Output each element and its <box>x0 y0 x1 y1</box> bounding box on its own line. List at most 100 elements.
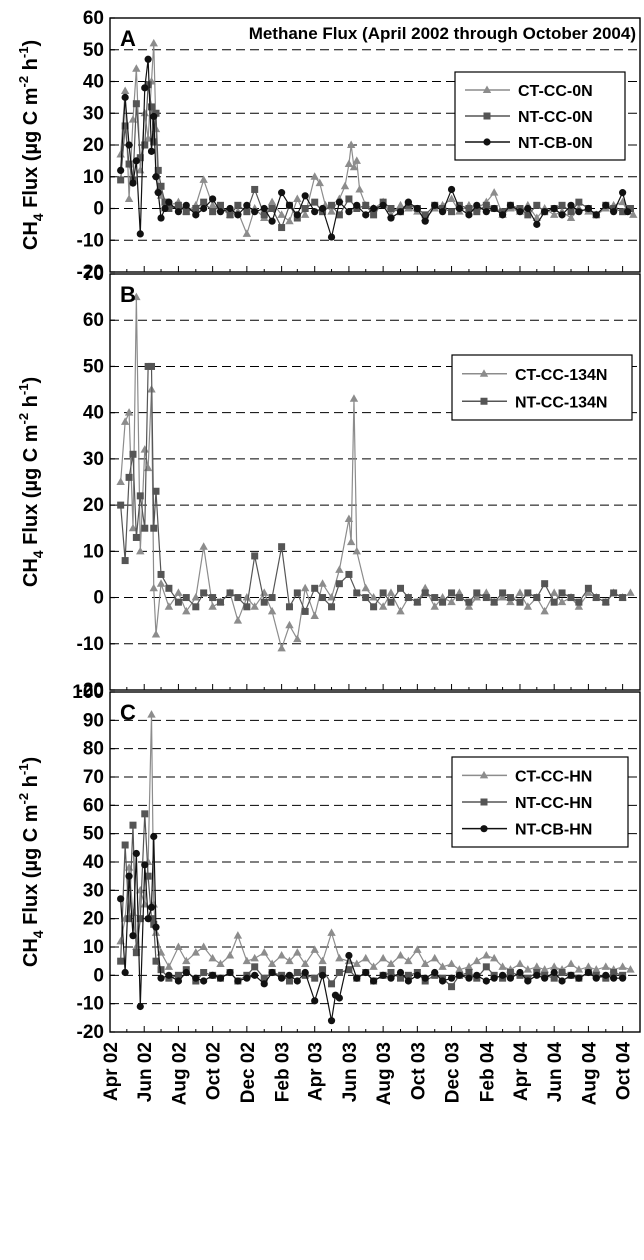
data-point <box>370 211 378 219</box>
y-axis-label-part: Flux ( <box>20 154 42 213</box>
data-point <box>208 953 217 962</box>
data-point <box>448 983 456 991</box>
data-point <box>243 974 251 982</box>
data-point <box>140 108 149 117</box>
data-point <box>420 959 430 967</box>
data-point <box>482 977 490 985</box>
data-point <box>216 201 224 209</box>
data-point <box>242 956 252 965</box>
data-point <box>601 962 610 970</box>
data-point <box>318 579 327 587</box>
data-point <box>242 229 252 237</box>
data-point <box>345 570 353 578</box>
data-point <box>533 220 541 228</box>
data-point <box>421 589 429 597</box>
y-tick-label: 20 <box>83 135 104 156</box>
data-point <box>250 953 259 962</box>
legend-item: CT-CC-HN <box>462 768 592 785</box>
data-point <box>120 86 130 95</box>
data-point <box>489 188 499 196</box>
data-point <box>132 64 141 72</box>
data-point <box>251 963 259 971</box>
y-axis-label-part: µg C m <box>20 87 42 154</box>
data-point <box>152 487 160 495</box>
data-point <box>370 603 378 611</box>
data-point <box>430 953 439 962</box>
series-nt-cc-134n <box>117 362 627 615</box>
data-point <box>558 969 566 976</box>
data-point <box>472 593 481 601</box>
data-point <box>558 211 566 219</box>
x-tick-label: Jun 04 <box>545 1042 566 1103</box>
data-point <box>396 951 405 959</box>
data-point <box>151 630 161 638</box>
y-tick-label: 30 <box>83 103 104 124</box>
data-point <box>558 201 566 209</box>
data-point <box>192 603 200 611</box>
data-point <box>328 603 336 611</box>
data-point <box>421 217 429 225</box>
data-point <box>327 1017 336 1025</box>
data-point <box>315 178 324 187</box>
y-axis-label-part: CH <box>20 221 42 250</box>
data-point <box>567 201 575 209</box>
data-point <box>143 463 153 472</box>
data-point <box>540 606 549 615</box>
data-point <box>278 543 286 551</box>
data-point <box>150 524 158 532</box>
data-point <box>147 147 156 155</box>
x-tick-label: Jun 02 <box>135 1042 156 1102</box>
data-point <box>174 598 182 606</box>
data-point <box>369 977 378 985</box>
data-point <box>200 969 208 976</box>
data-point <box>267 606 277 615</box>
data-point <box>234 977 242 985</box>
data-point <box>345 966 353 974</box>
legend-item: NT-CB-0N <box>465 135 593 152</box>
data-point <box>355 184 364 193</box>
data-point <box>396 968 405 977</box>
data-point <box>550 968 558 977</box>
y-axis-label-part: Flux ( <box>20 871 42 930</box>
data-point <box>362 968 370 977</box>
data-point <box>352 156 361 164</box>
data-point <box>125 160 133 168</box>
data-point <box>584 204 593 213</box>
data-point <box>192 205 200 212</box>
data-point <box>150 138 158 146</box>
data-point <box>379 589 387 597</box>
data-point <box>533 201 541 209</box>
data-point <box>584 968 593 977</box>
data-point <box>465 974 473 982</box>
data-point <box>278 974 286 982</box>
y-axis-label-part: h <box>20 775 42 793</box>
data-point <box>610 589 618 597</box>
plot-frame <box>109 17 641 273</box>
data-point <box>482 951 491 959</box>
data-point <box>141 524 149 532</box>
series-ct-cc-134n <box>116 292 635 652</box>
data-point <box>515 588 525 596</box>
data-point <box>144 55 152 63</box>
legend-marker <box>482 85 492 93</box>
data-point <box>174 588 183 596</box>
data-point <box>327 207 336 215</box>
data-point <box>584 588 593 596</box>
data-point <box>404 198 412 206</box>
panel-a: -20 -10 0 10 20 30 40 50 60 A Methane Flux (April … <box>16 8 641 283</box>
data-point <box>413 945 422 953</box>
data-point <box>448 589 456 597</box>
data-point <box>431 594 439 602</box>
data-point <box>268 217 276 225</box>
data-point <box>516 208 524 216</box>
data-point <box>164 602 174 610</box>
data-point <box>506 969 514 976</box>
data-point <box>300 583 310 592</box>
y-tick-label: 50 <box>83 40 104 61</box>
data-point <box>124 408 134 416</box>
data-point <box>301 968 309 977</box>
y-tick-label: 90 <box>83 710 104 731</box>
data-point <box>200 977 208 985</box>
data-point <box>277 210 286 218</box>
